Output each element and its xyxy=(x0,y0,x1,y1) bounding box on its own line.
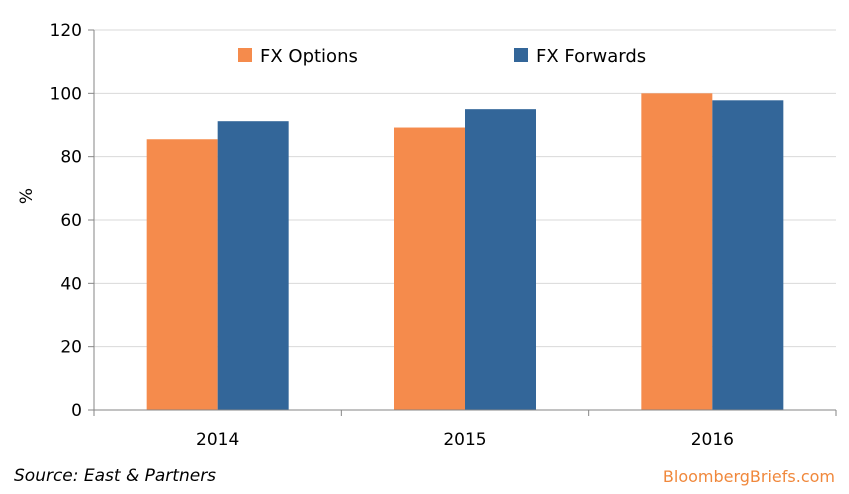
legend-swatch-fx-forwards xyxy=(514,48,528,62)
y-tick-label: 20 xyxy=(60,338,82,358)
y-tick-label: 0 xyxy=(71,401,82,421)
y-tick-label: 60 xyxy=(60,211,82,231)
x-axis-ticks: 2014 2015 2016 xyxy=(93,410,837,450)
source-note: Source: East & Partners xyxy=(14,466,217,486)
legend: FX Options FX Forwards xyxy=(238,46,646,67)
legend-label: FX Forwards xyxy=(536,46,646,67)
bar-fx-forwards-2016 xyxy=(712,100,784,411)
brand-watermark: BloombergBriefs.com xyxy=(662,467,835,486)
y-tick-label: 120 xyxy=(50,21,82,41)
bar-fx-forwards-2015 xyxy=(465,109,536,411)
x-tick-label: 2014 xyxy=(196,430,239,450)
x-tick-label: 2015 xyxy=(443,430,486,450)
bar-fx-forwards-2014 xyxy=(217,121,289,410)
y-axis-ticks: 0 20 40 60 80 100 120 xyxy=(50,21,94,421)
x-tick-label: 2016 xyxy=(691,430,734,450)
bars xyxy=(146,93,784,411)
y-tick-label: 80 xyxy=(60,148,82,168)
legend-swatch-fx-options xyxy=(238,48,252,62)
y-tick-label: 40 xyxy=(60,274,82,294)
y-tick-label: 100 xyxy=(50,84,82,104)
y-axis-label: % xyxy=(17,188,37,204)
bar-fx-options-2015 xyxy=(394,127,465,411)
legend-label: FX Options xyxy=(260,46,358,67)
bar-fx-options-2014 xyxy=(146,139,218,410)
bar-fx-options-2016 xyxy=(641,93,713,410)
